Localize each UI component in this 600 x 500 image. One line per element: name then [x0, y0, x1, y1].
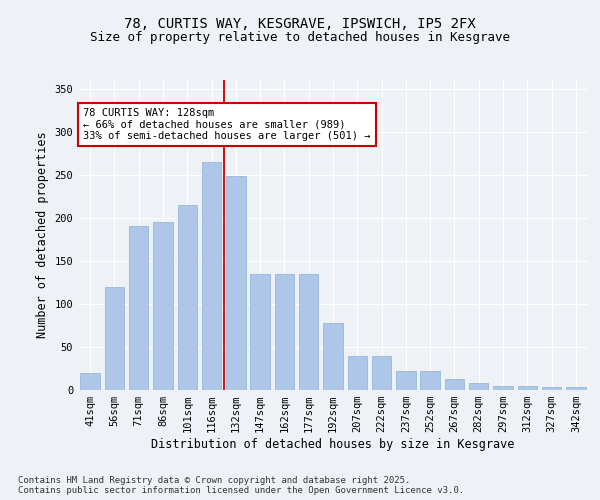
Bar — [566, 388, 586, 390]
Bar — [445, 379, 464, 390]
Bar — [518, 386, 537, 390]
Bar — [396, 371, 416, 390]
Bar — [129, 226, 148, 390]
Text: Contains HM Land Registry data © Crown copyright and database right 2025.
Contai: Contains HM Land Registry data © Crown c… — [18, 476, 464, 495]
Bar — [542, 388, 561, 390]
Text: 78 CURTIS WAY: 128sqm
← 66% of detached houses are smaller (989)
33% of semi-det: 78 CURTIS WAY: 128sqm ← 66% of detached … — [83, 108, 371, 141]
Bar — [250, 274, 270, 390]
Bar — [323, 323, 343, 390]
Bar — [469, 383, 488, 390]
Text: 78, CURTIS WAY, KESGRAVE, IPSWICH, IP5 2FX: 78, CURTIS WAY, KESGRAVE, IPSWICH, IP5 2… — [124, 18, 476, 32]
Bar — [372, 356, 391, 390]
Bar — [299, 274, 319, 390]
Bar — [275, 274, 294, 390]
Bar — [493, 386, 513, 390]
Text: Size of property relative to detached houses in Kesgrave: Size of property relative to detached ho… — [90, 31, 510, 44]
Bar — [226, 176, 245, 390]
Bar — [80, 373, 100, 390]
Bar — [421, 371, 440, 390]
Y-axis label: Number of detached properties: Number of detached properties — [36, 132, 49, 338]
X-axis label: Distribution of detached houses by size in Kesgrave: Distribution of detached houses by size … — [151, 438, 515, 451]
Bar — [178, 205, 197, 390]
Bar — [105, 286, 124, 390]
Bar — [202, 162, 221, 390]
Bar — [153, 222, 173, 390]
Bar — [347, 356, 367, 390]
